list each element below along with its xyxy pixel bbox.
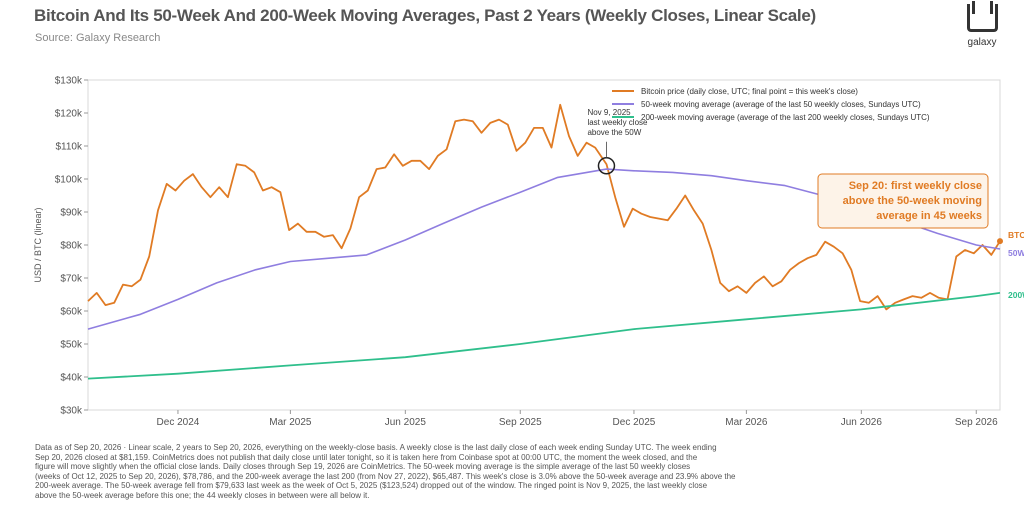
btc-final-point bbox=[997, 238, 1003, 245]
y-tick-label: $90k bbox=[60, 208, 83, 219]
x-tick-label: Dec 2024 bbox=[157, 417, 200, 428]
x-tick-label: Sep 2026 bbox=[955, 417, 998, 428]
y-tick-label: $130k bbox=[55, 76, 83, 87]
y-tick-label: $120k bbox=[55, 109, 83, 120]
y-tick-label: $110k bbox=[55, 142, 83, 153]
footnote-line: (weeks of Oct 12, 2025 to Sep 20, 2026),… bbox=[35, 471, 736, 481]
price-chart: $30k $40k $50k $60k $70k $80k $90k $100k $110k $1… bbox=[33, 76, 1024, 429]
x-tick-label: Mar 2025 bbox=[269, 417, 312, 428]
callout-box bbox=[817, 173, 989, 229]
x-tick-label: Dec 2025 bbox=[613, 417, 656, 428]
callout-text: above the 50-week moving bbox=[843, 195, 982, 207]
callout-text: average in 45 weeks bbox=[876, 210, 982, 222]
chart-source: Source: Galaxy Research bbox=[35, 32, 161, 44]
chart-footnote: Data as of Sep 20, 2026 · Linear scale, … bbox=[35, 443, 990, 500]
callout-text: Sep 20: first weekly close bbox=[849, 180, 982, 192]
x-tick-label: Jun 2026 bbox=[841, 417, 883, 428]
end-label: 50W MA $78,786 bbox=[1008, 248, 1024, 258]
end-label: 200W MA $65,487 bbox=[1008, 290, 1024, 300]
ring-annotation-text: above the 50W bbox=[587, 128, 641, 137]
galaxy-logo-icon bbox=[966, 1, 998, 32]
y-tick-label: $60k bbox=[60, 307, 83, 318]
end-label: BTC $81,159 bbox=[1008, 230, 1024, 240]
y-tick-label: $30k bbox=[60, 406, 83, 417]
footnote-line: 200-week average. The 50-week average fe… bbox=[35, 481, 708, 490]
x-tick-label: Jun 2025 bbox=[385, 417, 427, 428]
y-tick-label: $100k bbox=[55, 175, 83, 186]
footnote-line: Data as of Sep 20, 2026 · Linear scale, … bbox=[35, 443, 717, 452]
chart-title: Bitcoin And Its 50-Week And 200-Week Mov… bbox=[34, 6, 816, 25]
series-line-0 bbox=[87, 103, 1001, 311]
x-tick-label: Sep 2025 bbox=[499, 417, 542, 428]
series-line-2 bbox=[87, 292, 1001, 380]
y-tick-label: $70k bbox=[60, 274, 83, 285]
legend-label: 50-week moving average (average of the l… bbox=[641, 100, 921, 109]
ring-annotation-text: Nov 9, 2025 bbox=[587, 108, 631, 117]
y-tick-label: $50k bbox=[60, 340, 83, 351]
y-tick-label: $80k bbox=[60, 241, 83, 252]
footnote-line: figure will move slightly when the offic… bbox=[35, 462, 691, 471]
footnote-line: above the 50-week average before this on… bbox=[35, 490, 370, 500]
y-tick-label: $40k bbox=[60, 373, 83, 384]
footnote-line: Sep 20, 2026 closed at $81,159. CoinMetr… bbox=[35, 452, 698, 462]
legend-label: Bitcoin price (daily close, UTC; final p… bbox=[641, 87, 858, 96]
legend-label: 200-week moving average (average of the … bbox=[641, 113, 930, 122]
x-tick-label: Mar 2026 bbox=[725, 417, 768, 428]
galaxy-logo-text: galaxy bbox=[967, 37, 997, 48]
galaxy-logo: galaxy bbox=[962, 1, 1002, 48]
ring-annotation-text: last weekly close bbox=[587, 118, 648, 127]
y-axis-label: USD / BTC (linear) bbox=[33, 207, 43, 282]
